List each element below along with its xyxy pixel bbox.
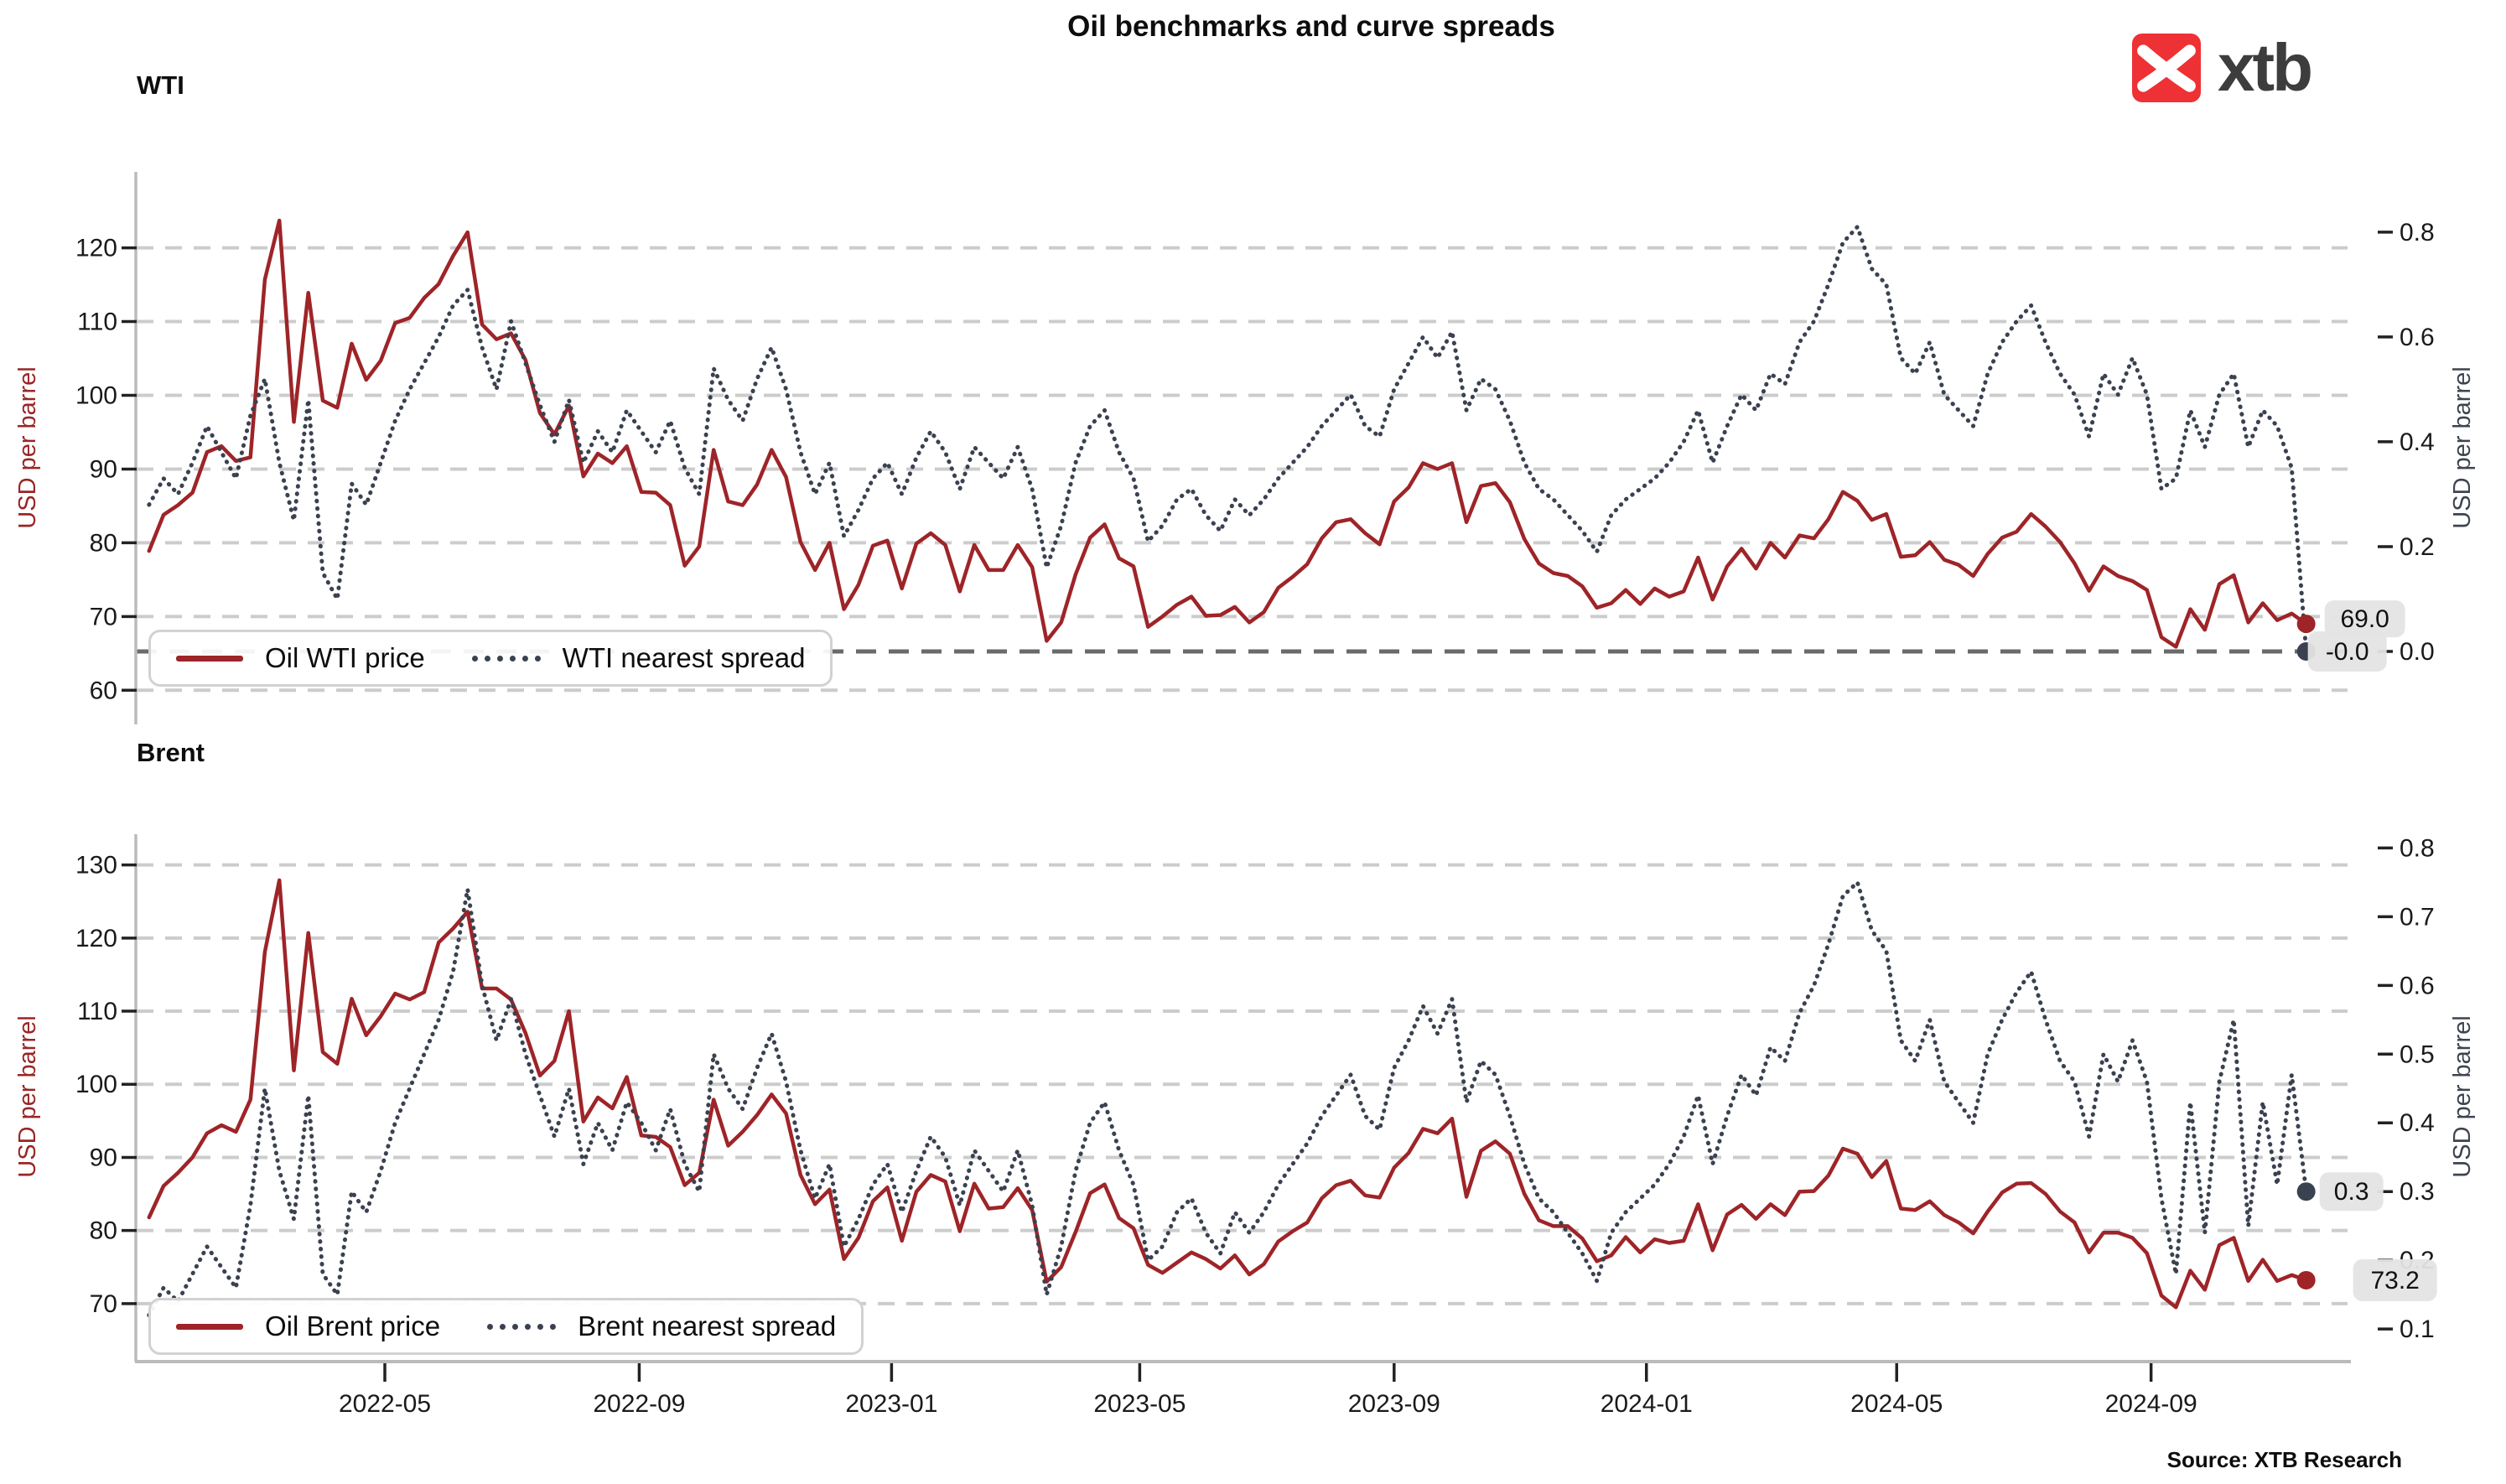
end-value-box [2324, 600, 2405, 638]
y2-axis-label: USD per barrel [2449, 366, 2476, 528]
end-value-label: 73.2 [2370, 1267, 2419, 1295]
y2-tick-label: 0.3 [2400, 1178, 2435, 1206]
price-series-line [147, 218, 2308, 649]
y2-tick-label: 0.6 [2400, 972, 2435, 999]
y2-tick-label: 0.8 [2400, 219, 2435, 246]
y-tick-label: 130 [75, 852, 117, 880]
end-value-box [2353, 1258, 2437, 1301]
y-tick-label: 80 [90, 529, 117, 557]
y-tick-label: 110 [77, 998, 117, 1025]
subplot-title-wti: WTI [137, 70, 184, 100]
y-tick-label: 120 [75, 235, 117, 262]
y-tick-label: 110 [77, 309, 117, 336]
xtb-logo-text: xtb [2218, 30, 2313, 105]
end-value-label: -0.0 [2326, 638, 2369, 666]
y-tick-label: 100 [75, 381, 117, 409]
x-tick-label: 2024-01 [1601, 1390, 1693, 1418]
source-note: Source: XTB Research [2166, 1447, 2402, 1472]
y2-tick-label: 0.6 [2400, 324, 2435, 351]
y-tick-label: 90 [90, 455, 117, 483]
x-tick-label: 2022-09 [593, 1390, 685, 1418]
y-tick-label: 60 [90, 677, 117, 704]
y-tick-label: 120 [75, 925, 117, 952]
legend-wti: Oil WTI price WTI nearest spread [148, 630, 833, 687]
legend-item-brent-price: Oil Brent price [176, 1310, 440, 1342]
spread-line-sample-icon [487, 1323, 557, 1330]
spread-series-line [147, 880, 2309, 1318]
y2-tick-label: 0.7 [2400, 903, 2435, 931]
end-value-box [2307, 630, 2387, 672]
y-axis-label: USD per barrel [14, 366, 41, 528]
x-tick-label: 2024-09 [2105, 1390, 2197, 1418]
legend-label: WTI nearest spread [562, 642, 806, 673]
y2-tick-label: 0.0 [2400, 638, 2435, 666]
x-tick-label: 2023-05 [1093, 1390, 1186, 1418]
spread-series-line [147, 225, 2309, 654]
y2-tick-label: 0.5 [2400, 1040, 2435, 1068]
y2-tick-label: 0.4 [2400, 428, 2435, 456]
y-tick-label: 80 [90, 1217, 117, 1245]
end-value-label: 69.0 [2340, 605, 2389, 633]
y2-axis-label: USD per barrel [2449, 1015, 2476, 1177]
legend-item-wti-spread: WTI nearest spread [471, 642, 806, 674]
legend-label: Oil Brent price [265, 1310, 441, 1341]
y-axis-label: USD per barrel [14, 1015, 41, 1177]
series-end-dot [2296, 615, 2316, 634]
legend-item-brent-spread: Brent nearest spread [487, 1310, 836, 1342]
legend-brent: Oil Brent price Brent nearest spread [148, 1298, 864, 1355]
legend-label: Oil WTI price [265, 642, 425, 673]
y2-tick-label: 0.8 [2400, 834, 2435, 862]
end-value-box [2319, 1172, 2384, 1212]
price-line-sample-icon [176, 1323, 243, 1330]
xtb-logo-x-icon [2132, 34, 2201, 102]
xtb-logo: xtb [2132, 30, 2313, 105]
price-line-sample-icon [176, 655, 243, 662]
price-series-line [147, 878, 2308, 1310]
y-tick-label: 100 [75, 1071, 117, 1098]
y-tick-label: 90 [90, 1144, 117, 1171]
x-tick-label: 2022-05 [339, 1390, 431, 1418]
legend-label: Brent nearest spread [578, 1310, 837, 1341]
series-end-dot [2296, 1182, 2316, 1201]
subplot-title-brent: Brent [137, 738, 205, 767]
x-tick-label: 2024-05 [1850, 1390, 1943, 1418]
legend-item-wti-price: Oil WTI price [176, 642, 425, 674]
x-tick-label: 2023-09 [1348, 1390, 1440, 1418]
series-end-dot [2296, 1270, 2316, 1289]
y-tick-label: 70 [90, 603, 117, 630]
y-tick-label: 70 [90, 1290, 117, 1318]
end-value-label: 0.3 [2334, 1178, 2369, 1206]
y2-tick-label: 0.4 [2400, 1109, 2435, 1137]
spread-line-sample-icon [471, 655, 541, 662]
y2-tick-label: 0.2 [2400, 533, 2435, 561]
page-title: Oil benchmarks and curve spreads [1067, 10, 1555, 43]
y2-tick-label: 0.1 [2400, 1315, 2435, 1343]
x-tick-label: 2023-01 [845, 1390, 937, 1418]
